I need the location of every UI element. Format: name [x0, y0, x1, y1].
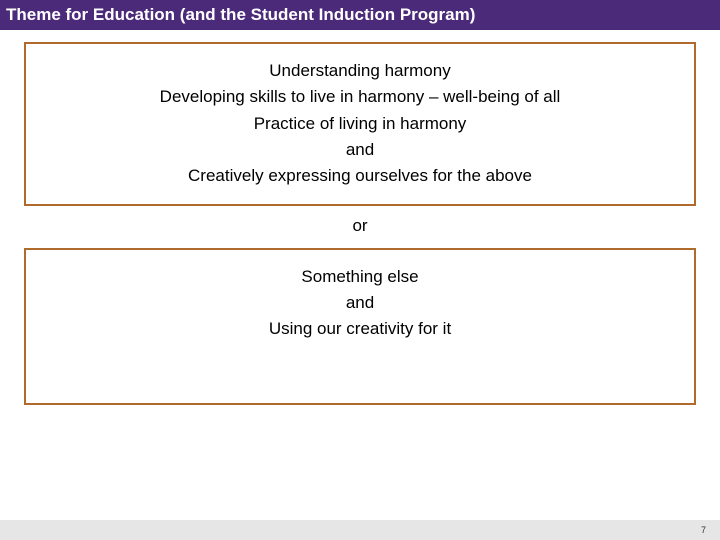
- box2-line: and: [36, 290, 684, 316]
- box1-line: and: [36, 137, 684, 163]
- title-bar: Theme for Education (and the Student Ind…: [0, 0, 720, 30]
- box1-line: Developing skills to live in harmony – w…: [36, 84, 684, 110]
- content-box-2: Something elseandUsing our creativity fo…: [24, 248, 696, 405]
- box1-line: Creatively expressing ourselves for the …: [36, 163, 684, 189]
- box1-line: Understanding harmony: [36, 58, 684, 84]
- box1-line: Practice of living in harmony: [36, 111, 684, 137]
- box2-line: Something else: [36, 264, 684, 290]
- page-number: 7: [701, 525, 706, 535]
- content-box-1: Understanding harmonyDeveloping skills t…: [24, 42, 696, 206]
- box2-line: Using our creativity for it: [36, 316, 684, 342]
- slide-title: Theme for Education (and the Student Ind…: [6, 5, 475, 25]
- connector-text: or: [0, 216, 720, 236]
- footer-bar: 7: [0, 520, 720, 540]
